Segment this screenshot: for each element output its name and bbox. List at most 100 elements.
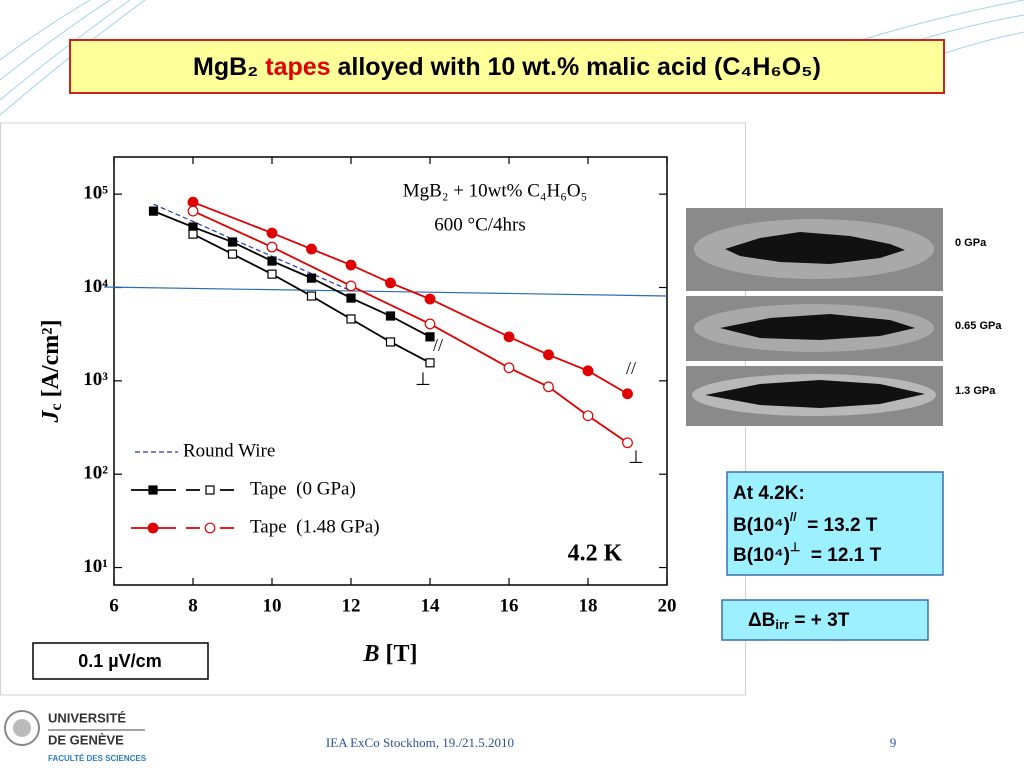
y-tick-label: 10⁴: [83, 276, 108, 297]
marker: [188, 229, 198, 239]
x-tick-label: 18: [579, 595, 598, 616]
info-part: = 13.2 T: [797, 515, 878, 536]
annotation: //: [433, 335, 443, 355]
logo-emblem: [13, 719, 31, 737]
series-line: [153, 203, 352, 292]
marker: [266, 241, 278, 253]
marker: [425, 358, 435, 368]
marker: [148, 485, 158, 495]
legend-label: Tape (0 GPa): [250, 478, 356, 499]
marker: [503, 331, 515, 343]
title-part: alloyed with 10 wt.% malic acid (C₄H₆O₅): [331, 53, 821, 81]
legend-label: Round Wire: [183, 440, 275, 461]
plot-area: [113, 156, 668, 586]
y-tick-label: 10⁵: [83, 183, 108, 204]
marker: [543, 381, 554, 393]
x-label-unit: [T]: [380, 641, 418, 667]
series-line: [153, 210, 431, 338]
marker: [267, 256, 277, 266]
marker: [582, 410, 594, 422]
image-label: 1.3 GPa: [955, 385, 996, 397]
x-tick-label: 8: [188, 595, 198, 616]
marker: [227, 249, 238, 259]
annotation: ⊥: [415, 369, 431, 389]
marker: [204, 522, 216, 534]
logo: [4, 710, 145, 746]
marker: [306, 291, 317, 301]
image-shape: [705, 380, 925, 408]
y-label-symbol: J: [38, 409, 64, 423]
cross-sections: [686, 208, 943, 426]
info-line: B(10⁴)⊥ = 12.1 T: [733, 540, 882, 566]
marker: [385, 337, 396, 347]
logo-text: UNIVERSITÉ: [48, 710, 126, 725]
marker: [306, 273, 317, 283]
logo-text: DE GENÈVE: [48, 732, 124, 747]
marker: [503, 362, 515, 374]
info-part: //: [790, 510, 797, 524]
marker: [425, 332, 435, 342]
image-shape: [720, 314, 915, 340]
logo-text: FACULTÉ DES SCIENCES: [48, 754, 147, 763]
marker: [385, 277, 396, 289]
series-line: [192, 210, 629, 444]
slide-title: MgB₂ tapes alloyed with 10 wt.% malic ac…: [193, 53, 821, 81]
marker: [582, 365, 594, 377]
marker: [187, 196, 199, 208]
delta-box: [721, 599, 929, 641]
marker: [306, 243, 317, 255]
info-line: B(10⁴)// = 13.2 T: [733, 510, 878, 536]
x-tick-label: 12: [342, 595, 361, 616]
annotation: //: [626, 358, 636, 378]
chart: 6 8 10 12 14 16 18 20 10¹ 10² 10³ 10⁴ 10⁵ B [T] Jc [A/…: [38, 156, 677, 667]
marker: [346, 293, 356, 303]
footer: IEA ExCo Stockhom, 19./21.5.2010: [326, 735, 514, 750]
marker: [622, 388, 633, 400]
y-label-subscript: c: [48, 403, 65, 410]
marker: [147, 522, 159, 534]
title-part: MgB₂: [193, 53, 265, 81]
page-number: 9: [890, 735, 897, 750]
x-tick-label: 10: [263, 595, 282, 616]
marker: [385, 311, 396, 321]
image-label: 0 GPa: [955, 237, 987, 249]
title-box: [69, 39, 945, 94]
marker: [622, 437, 633, 449]
info-box: [726, 471, 944, 576]
marker: [205, 485, 215, 495]
y-label-unit: [A/cm²]: [38, 320, 64, 404]
info-heading: At 4.2K:: [733, 483, 805, 504]
delta-part: = + 3T: [789, 610, 850, 631]
marker: [345, 280, 357, 292]
annotation: MgB₂ + 10wt% C₄H₆O₅: [403, 180, 587, 201]
info-part: B(10⁴): [733, 515, 790, 536]
y-tick-label: 10²: [83, 463, 108, 484]
chart-frame: [0, 122, 746, 696]
x-label-symbol: B: [362, 641, 379, 667]
title-highlight: tapes: [265, 53, 330, 81]
image-shape: [725, 232, 905, 264]
x-tick-label: 16: [500, 595, 519, 616]
marker: [345, 259, 357, 271]
marker: [227, 237, 238, 247]
annotation: 600 °C/4hrs: [434, 214, 526, 235]
y-axis-label: Jc [A/cm²]: [38, 320, 65, 424]
delta-part: ΔB: [748, 610, 775, 631]
y-tick-label: 10³: [83, 369, 108, 390]
x-tick-label: 20: [658, 595, 677, 616]
marker: [543, 349, 554, 361]
info-part: B(10⁴): [733, 545, 790, 566]
series-line: [192, 201, 628, 395]
delta-text: ΔBirr = + 3T: [748, 610, 850, 632]
marker: [148, 206, 159, 216]
x-axis-label: B [T]: [362, 641, 417, 667]
annotation: ⊥: [628, 447, 644, 467]
logo-emblem: [4, 710, 40, 746]
marker: [424, 293, 436, 305]
criterion-box: [32, 642, 209, 680]
marker: [346, 314, 356, 324]
x-tick-label: 6: [109, 595, 119, 616]
marker: [187, 205, 199, 217]
info-part: = 12.1 T: [800, 545, 881, 566]
